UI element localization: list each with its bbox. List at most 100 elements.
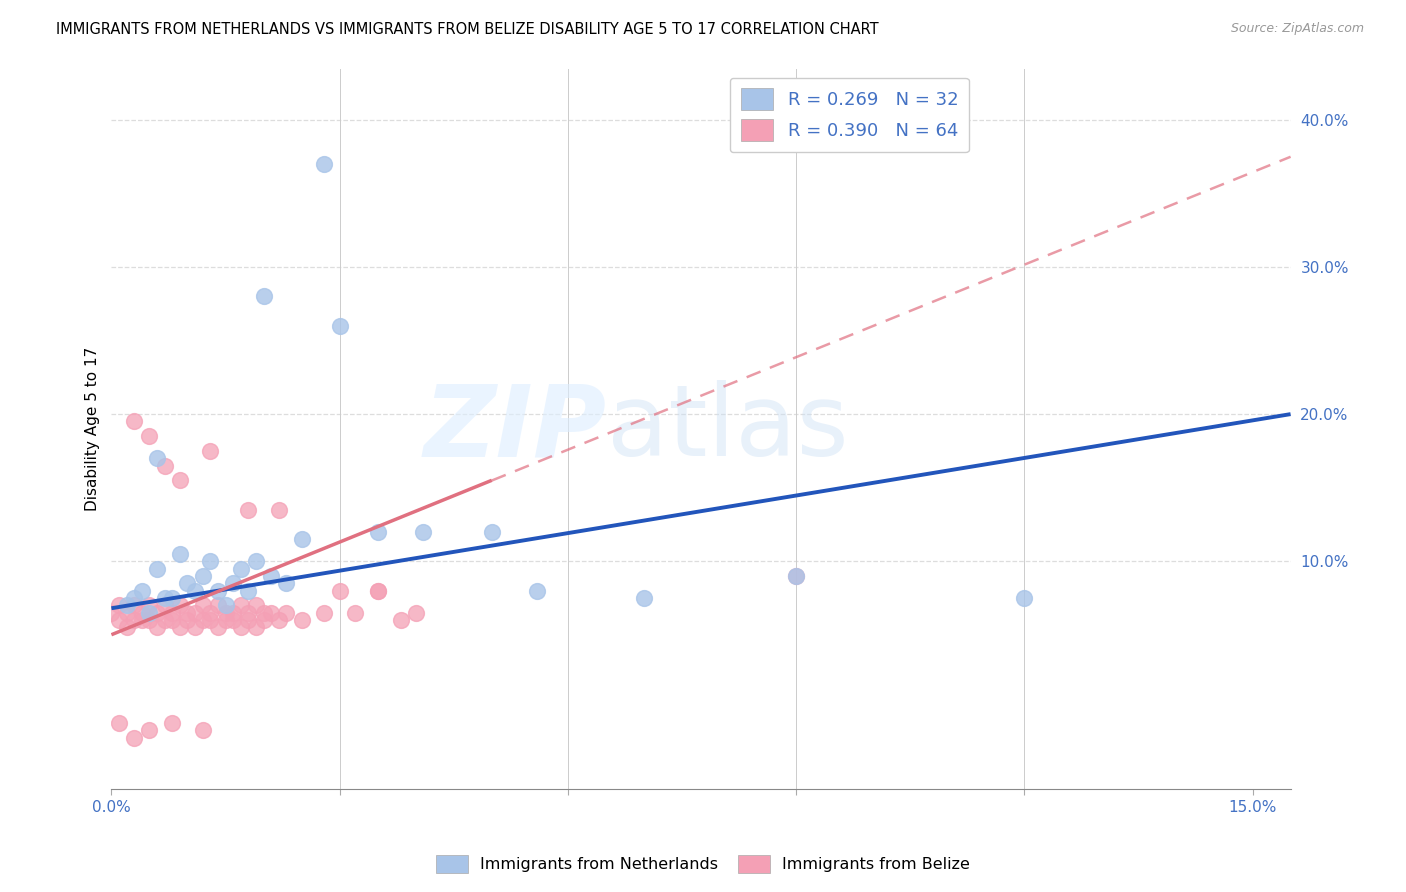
Point bbox=[176, 576, 198, 591]
Point bbox=[162, 613, 184, 627]
Point bbox=[229, 561, 252, 575]
Point bbox=[100, 606, 122, 620]
Point bbox=[146, 561, 169, 575]
Point bbox=[122, 613, 145, 627]
Point bbox=[222, 606, 245, 620]
Point bbox=[526, 583, 548, 598]
Point bbox=[200, 443, 222, 458]
Point bbox=[276, 576, 298, 591]
Point bbox=[214, 613, 236, 627]
Point bbox=[115, 620, 138, 634]
Point bbox=[176, 606, 198, 620]
Point bbox=[314, 606, 336, 620]
Point bbox=[176, 613, 198, 627]
Point bbox=[276, 606, 298, 620]
Point bbox=[222, 576, 245, 591]
Point bbox=[785, 569, 807, 583]
Point bbox=[222, 613, 245, 627]
Point bbox=[122, 731, 145, 745]
Point bbox=[200, 613, 222, 627]
Point bbox=[184, 620, 207, 634]
Point bbox=[329, 583, 352, 598]
Point bbox=[252, 289, 274, 303]
Point bbox=[153, 591, 176, 605]
Y-axis label: Disability Age 5 to 17: Disability Age 5 to 17 bbox=[86, 347, 100, 511]
Point bbox=[115, 599, 138, 613]
Point bbox=[245, 554, 267, 568]
Point bbox=[207, 583, 229, 598]
Point bbox=[184, 583, 207, 598]
Point bbox=[169, 599, 191, 613]
Text: atlas: atlas bbox=[606, 380, 848, 477]
Point bbox=[367, 583, 389, 598]
Point bbox=[138, 429, 160, 443]
Point bbox=[343, 606, 366, 620]
Point bbox=[108, 613, 131, 627]
Point bbox=[191, 613, 214, 627]
Point bbox=[162, 591, 184, 605]
Point bbox=[229, 599, 252, 613]
Point bbox=[162, 606, 184, 620]
Text: Source: ZipAtlas.com: Source: ZipAtlas.com bbox=[1230, 22, 1364, 36]
Point bbox=[245, 599, 267, 613]
Point bbox=[238, 606, 260, 620]
Point bbox=[200, 554, 222, 568]
Point bbox=[214, 599, 236, 613]
Point bbox=[184, 606, 207, 620]
Point bbox=[260, 569, 283, 583]
Point bbox=[291, 613, 314, 627]
Point bbox=[260, 606, 283, 620]
Point bbox=[481, 524, 503, 539]
Point bbox=[633, 591, 655, 605]
Point bbox=[169, 473, 191, 487]
Point bbox=[214, 606, 236, 620]
Point bbox=[405, 606, 427, 620]
Point bbox=[367, 583, 389, 598]
Point bbox=[238, 583, 260, 598]
Point bbox=[367, 524, 389, 539]
Legend: R = 0.269   N = 32, R = 0.390   N = 64: R = 0.269 N = 32, R = 0.390 N = 64 bbox=[730, 78, 969, 153]
Point bbox=[153, 599, 176, 613]
Point bbox=[122, 599, 145, 613]
Point bbox=[229, 620, 252, 634]
Point bbox=[412, 524, 434, 539]
Point bbox=[138, 606, 160, 620]
Point bbox=[191, 599, 214, 613]
Point bbox=[153, 458, 176, 473]
Point bbox=[252, 613, 274, 627]
Point bbox=[122, 591, 145, 605]
Point bbox=[138, 613, 160, 627]
Point bbox=[169, 547, 191, 561]
Point bbox=[131, 583, 153, 598]
Point bbox=[146, 451, 169, 466]
Point bbox=[169, 620, 191, 634]
Point bbox=[238, 502, 260, 516]
Point bbox=[138, 723, 160, 738]
Point bbox=[108, 599, 131, 613]
Point bbox=[191, 723, 214, 738]
Point bbox=[153, 613, 176, 627]
Text: IMMIGRANTS FROM NETHERLANDS VS IMMIGRANTS FROM BELIZE DISABILITY AGE 5 TO 17 COR: IMMIGRANTS FROM NETHERLANDS VS IMMIGRANT… bbox=[56, 22, 879, 37]
Point bbox=[238, 613, 260, 627]
Point bbox=[207, 599, 229, 613]
Point bbox=[252, 606, 274, 620]
Point bbox=[146, 606, 169, 620]
Point bbox=[245, 620, 267, 634]
Point bbox=[131, 613, 153, 627]
Point bbox=[1014, 591, 1036, 605]
Point bbox=[207, 620, 229, 634]
Legend: Immigrants from Netherlands, Immigrants from Belize: Immigrants from Netherlands, Immigrants … bbox=[429, 848, 977, 880]
Point bbox=[162, 715, 184, 730]
Point bbox=[108, 715, 131, 730]
Point bbox=[138, 599, 160, 613]
Point bbox=[785, 569, 807, 583]
Point bbox=[314, 157, 336, 171]
Point bbox=[146, 620, 169, 634]
Point bbox=[191, 569, 214, 583]
Point bbox=[200, 606, 222, 620]
Point bbox=[115, 606, 138, 620]
Point bbox=[389, 613, 412, 627]
Point bbox=[267, 502, 290, 516]
Point bbox=[131, 606, 153, 620]
Point bbox=[122, 415, 145, 429]
